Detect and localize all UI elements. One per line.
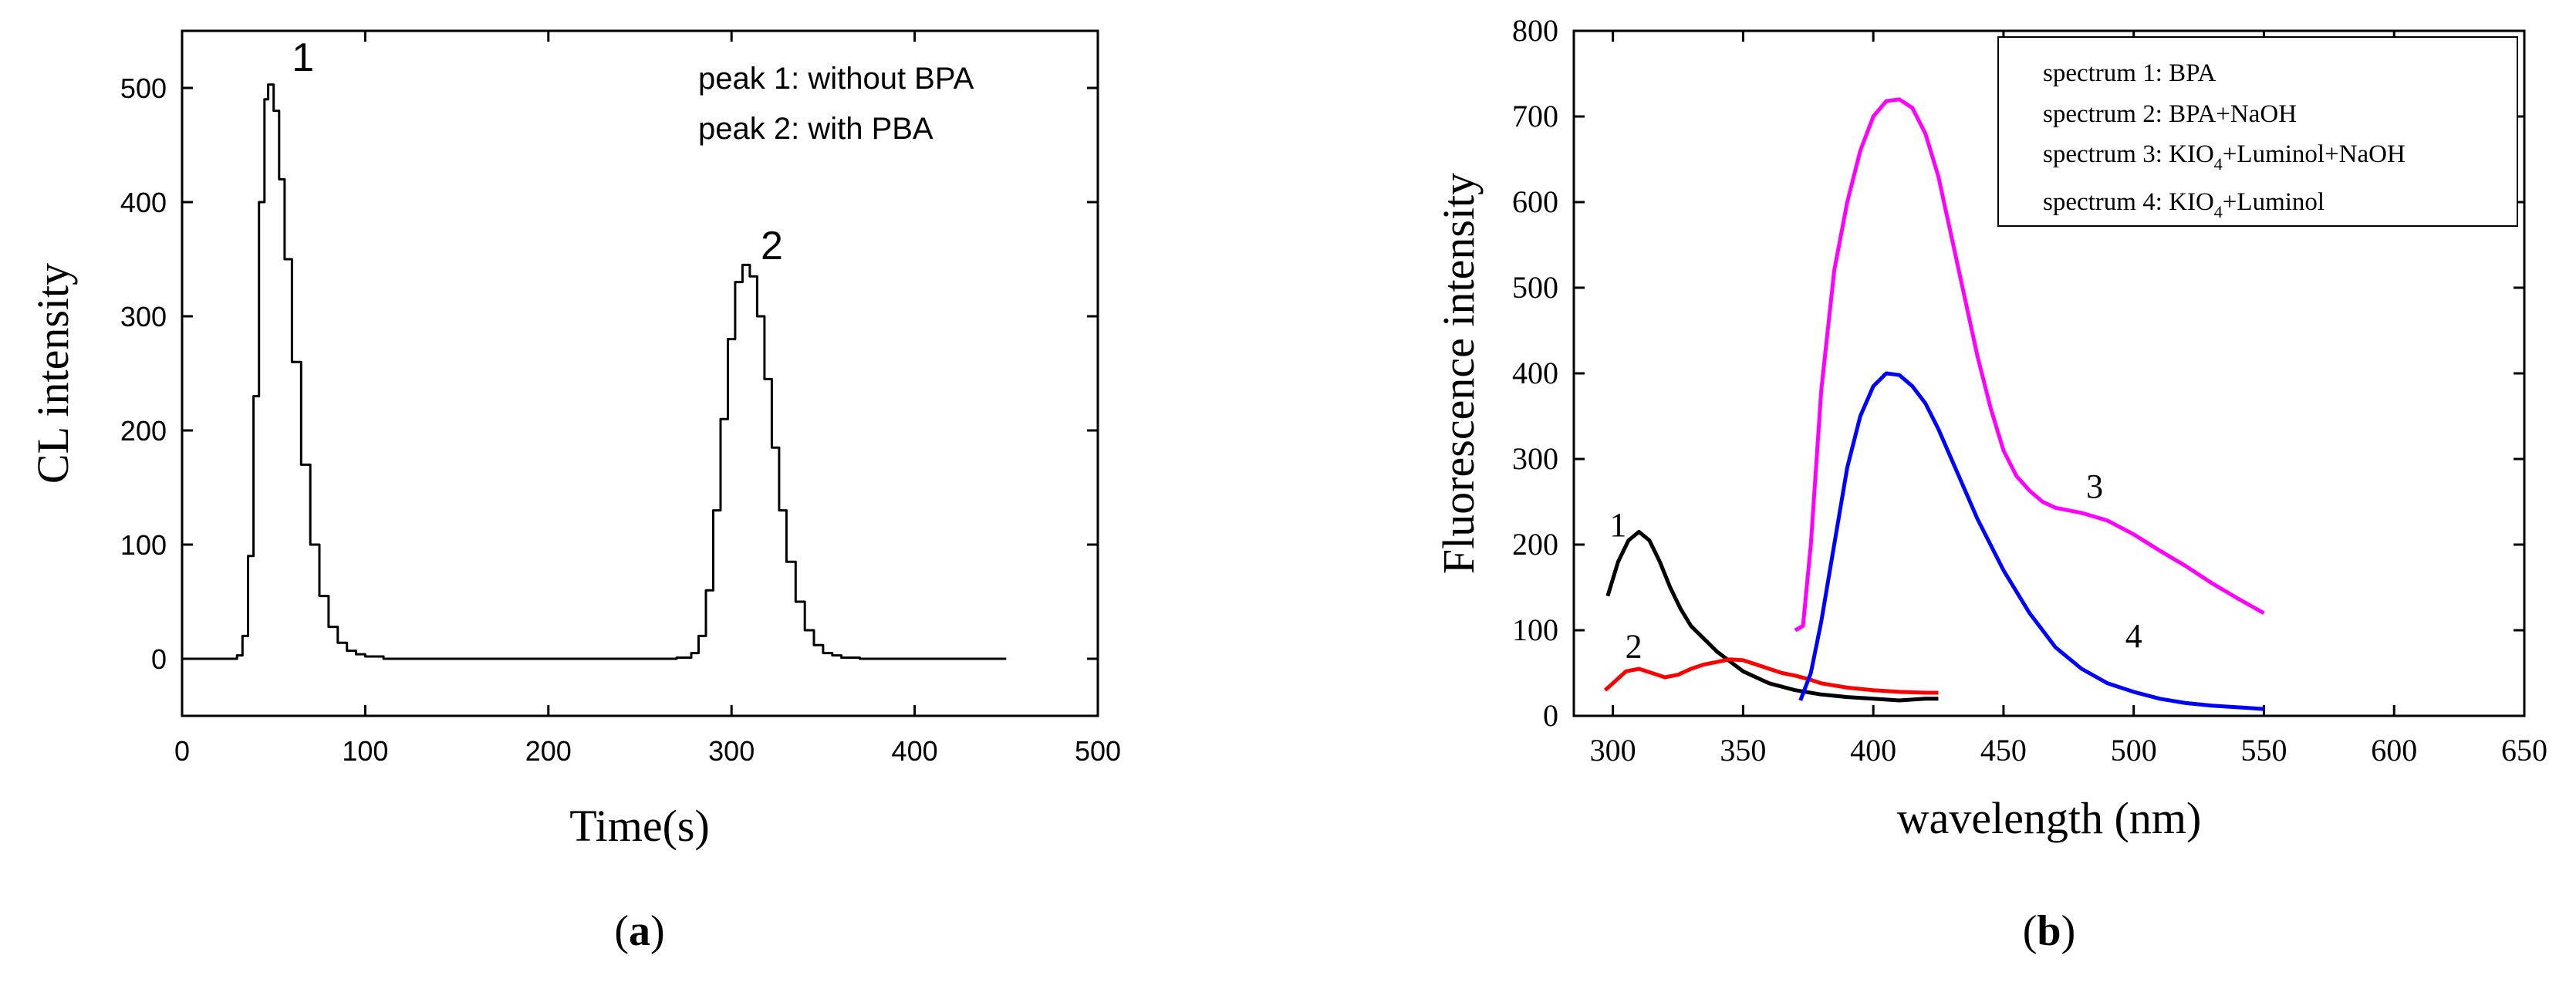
- panel-b-legend-box: [1997, 36, 2518, 227]
- curve-label-1: 1: [292, 35, 314, 80]
- panel-a-x-axis-title: Time(s): [569, 801, 710, 851]
- panel-a-plot-frame: [181, 29, 1099, 717]
- y-tick-label: 0: [151, 643, 167, 675]
- y-tick-label: 100: [120, 529, 167, 561]
- x-tick-label: 650: [2501, 733, 2547, 768]
- panel-a-y-axis-title: CL intensity: [28, 263, 78, 484]
- panel-b-legend: spectrum 1: BPA spectrum 2: BPA+NaOH spe…: [1997, 36, 2518, 227]
- x-tick-label: 500: [2111, 733, 2157, 768]
- y-tick-label: 400: [1512, 356, 1558, 390]
- y-tick-label: 300: [120, 301, 167, 332]
- y-tick-label: 200: [1512, 527, 1558, 562]
- y-tick-label: 300: [1512, 441, 1558, 476]
- x-tick-label: 200: [525, 735, 572, 767]
- x-tick-label: 500: [1075, 735, 1121, 767]
- y-tick-label: 800: [1512, 13, 1558, 48]
- legend-entry-4: spectrum 4: KIO4+Luminol: [2043, 188, 2324, 221]
- panel-b-y-axis-title: Fluorescence intensity: [1433, 173, 1484, 574]
- panel-a-legend-line-2: peak 2: with PBA: [698, 112, 934, 146]
- curve-label-1: 1: [1609, 506, 1626, 544]
- x-tick-label: 350: [1720, 733, 1766, 768]
- panel-b-ticks: 300 350 400 450 500 550 600 650 0 100 200 300 400 500…: [1512, 13, 2547, 768]
- series-line-2: [1603, 657, 1939, 695]
- x-tick-label: 300: [1590, 733, 1636, 768]
- x-tick-label: 400: [1850, 733, 1896, 768]
- y-tick-label: 400: [120, 187, 167, 218]
- panel-b-series: [1603, 97, 2265, 711]
- series-line-4: [1798, 371, 2264, 711]
- x-tick-label: 0: [174, 735, 190, 767]
- curve-label-4: 4: [2125, 617, 2142, 655]
- legend-entry-1: spectrum 1: BPA: [2043, 59, 2216, 87]
- legend-entry-3: spectrum 3: KIO4+Luminol+NaOH: [2043, 140, 2406, 174]
- y-tick-label: 700: [1512, 99, 1558, 133]
- y-tick-label: 500: [120, 73, 167, 104]
- panel-a-peak-labels: 12: [292, 35, 783, 268]
- panel-a-series: [182, 83, 1007, 660]
- panel-a-ticks: 0 100 200 300 400 500 0 100 200 300 400 500: [120, 31, 1121, 767]
- panel-b-x-axis-title: wavelength (nm): [1897, 793, 2202, 843]
- x-tick-label: 400: [892, 735, 938, 767]
- series-line-1: [1605, 529, 1939, 703]
- y-tick-label: 600: [1512, 184, 1558, 219]
- y-tick-label: 0: [1543, 698, 1558, 733]
- y-tick-label: 100: [1512, 612, 1558, 647]
- panel-a-legend-line-1: peak 1: without BPA: [698, 62, 974, 96]
- curve-label-2: 2: [761, 224, 783, 268]
- x-tick-label: 100: [342, 735, 388, 767]
- series-line-3: [1794, 97, 2265, 633]
- panel-b-label: (b): [2023, 907, 2075, 955]
- x-tick-label: 550: [2240, 733, 2287, 768]
- x-tick-label: 450: [1980, 733, 2027, 768]
- legend-entry-2: spectrum 2: BPA+NaOH: [2043, 100, 2297, 128]
- x-tick-label: 600: [2371, 733, 2417, 768]
- series-line-cl-signal: [182, 83, 1007, 660]
- panel-b-letter: b: [2037, 907, 2061, 955]
- x-tick-label: 300: [708, 735, 755, 767]
- panel-a-label: (a): [614, 907, 664, 955]
- y-tick-label: 200: [120, 415, 167, 447]
- panel-b-chart: 300 350 400 450 500 550 600 650 0 100 200 300 400 500…: [1433, 13, 2547, 955]
- panel-a-letter: a: [629, 907, 650, 955]
- curve-label-3: 3: [2086, 467, 2103, 505]
- curve-label-2: 2: [1626, 628, 1642, 666]
- panel-b-curve-labels: 1 2 3 4: [1609, 467, 2142, 666]
- y-tick-label: 500: [1512, 270, 1558, 305]
